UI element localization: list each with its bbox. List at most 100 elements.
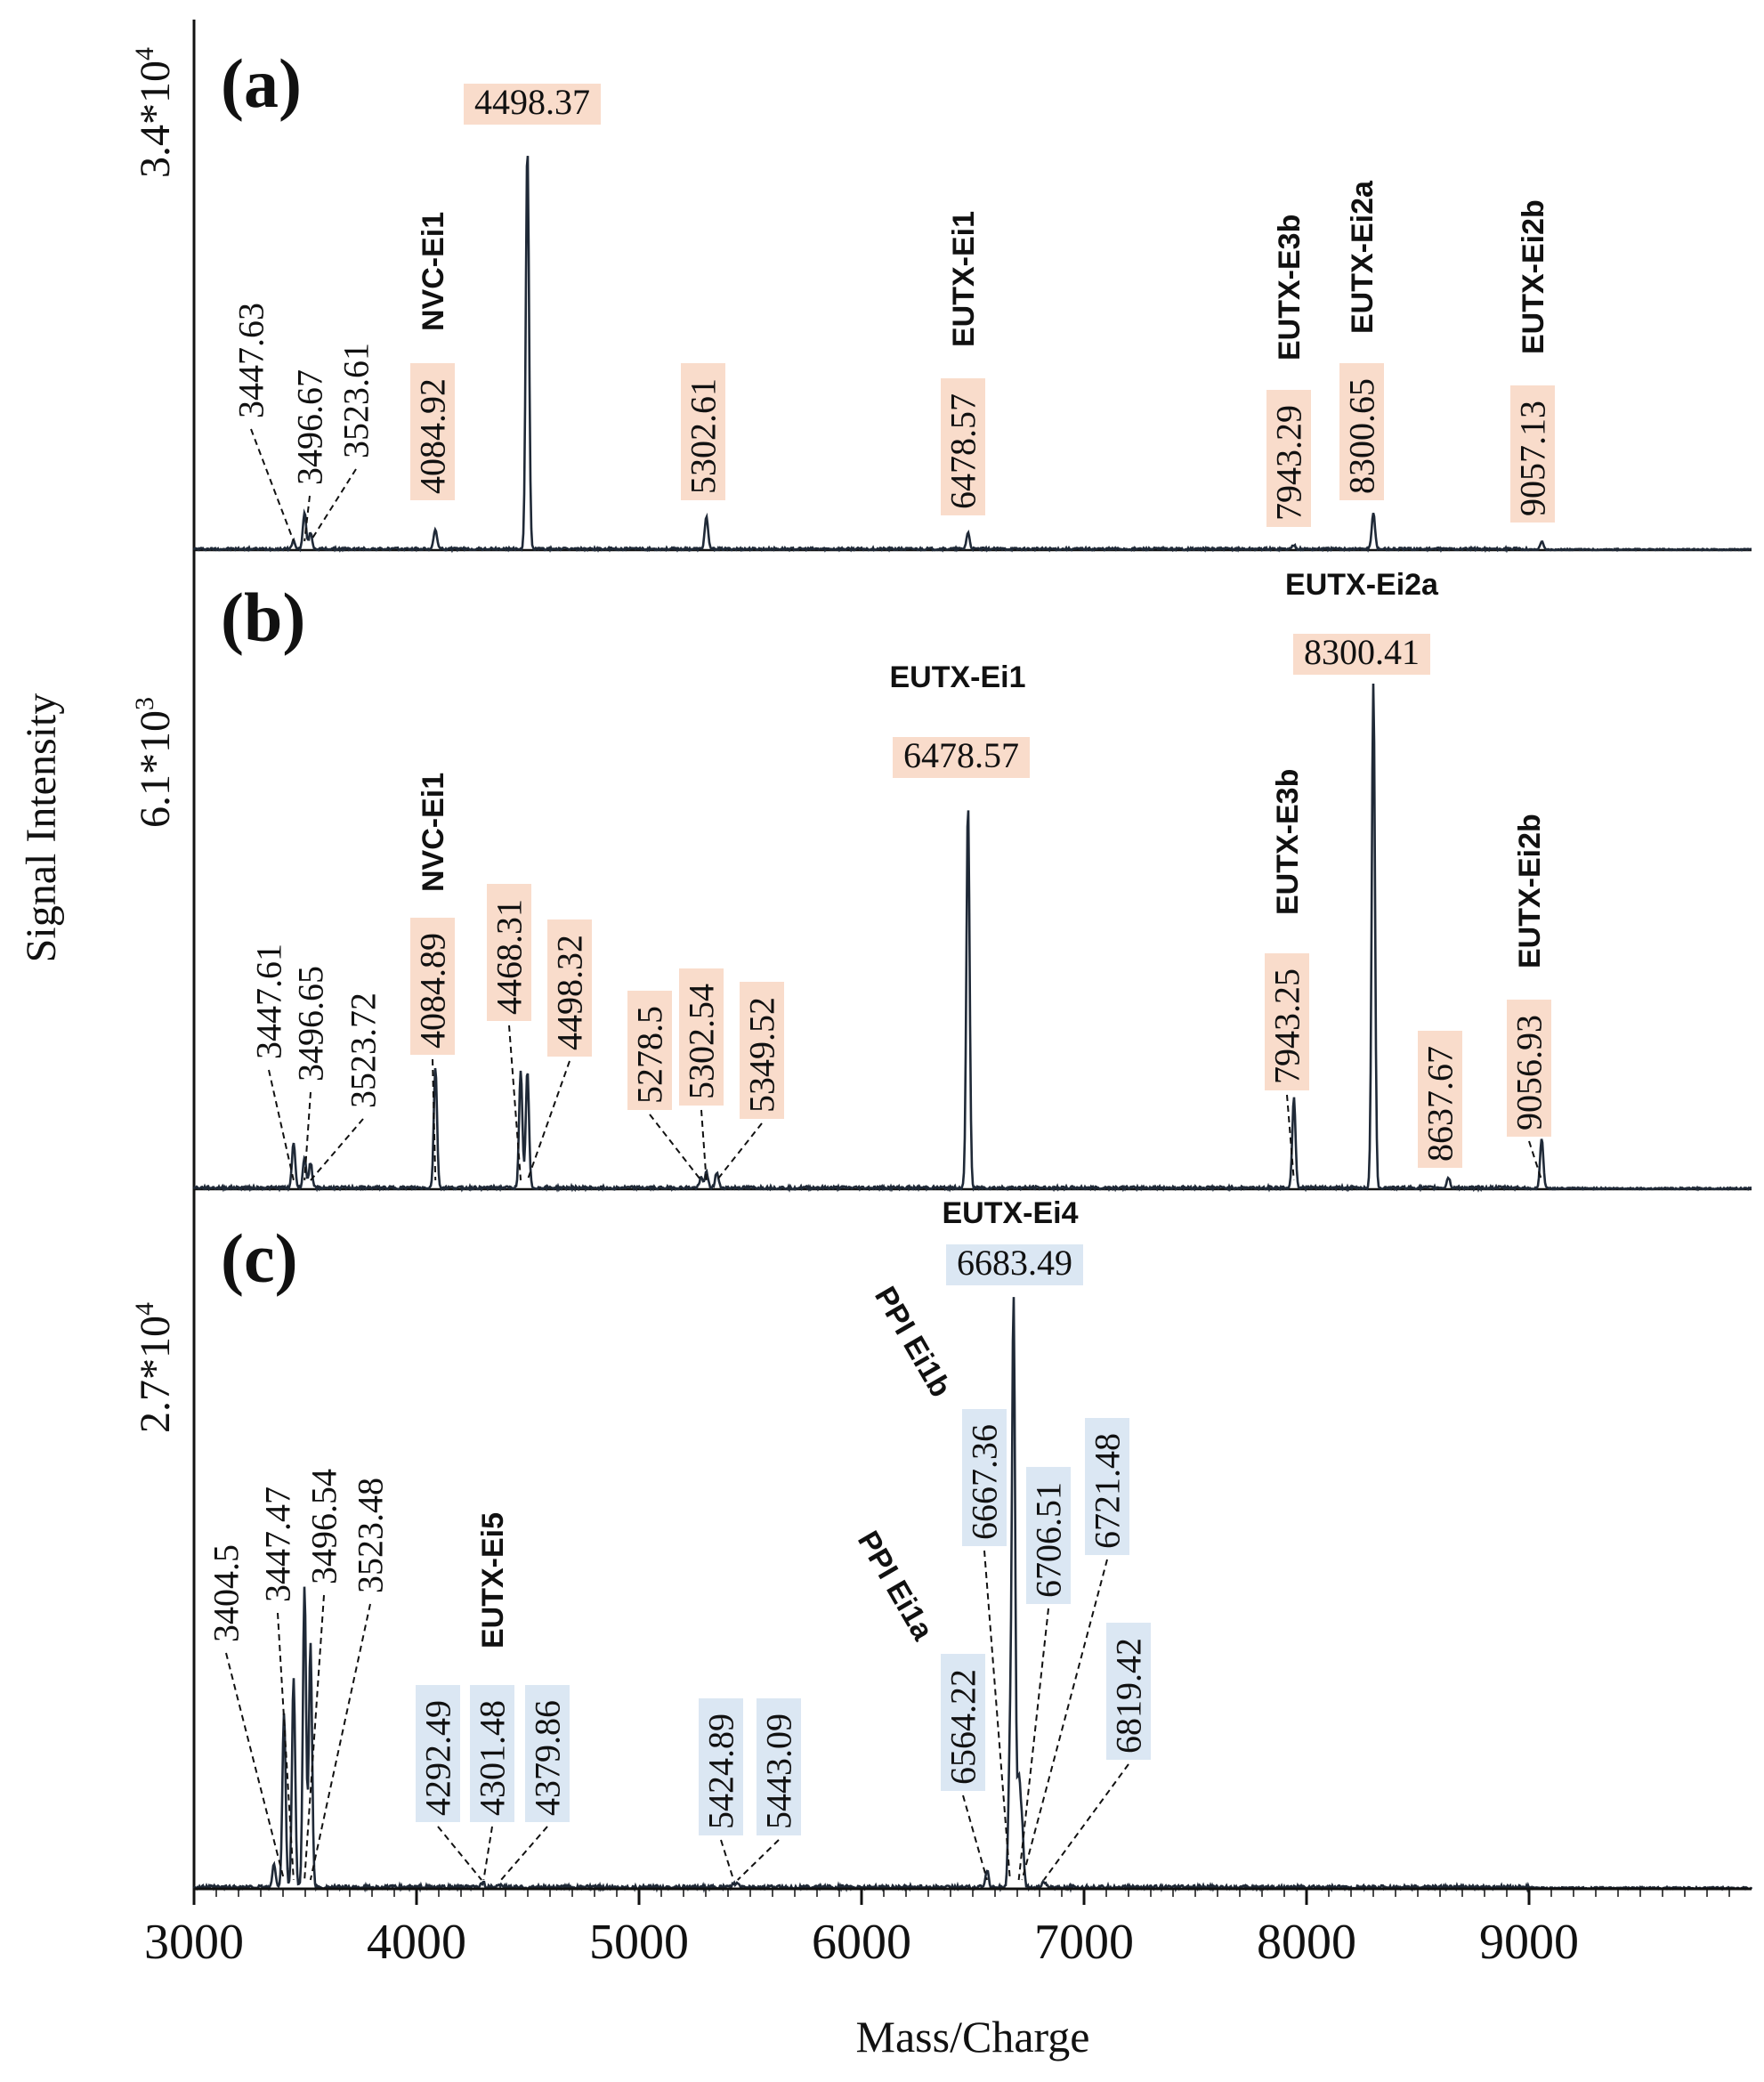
- highlight-box: [757, 1698, 801, 1835]
- highlight-box: [525, 1685, 570, 1822]
- peak-label: 6683.49: [957, 1243, 1072, 1283]
- highlight-box: [1026, 1467, 1071, 1604]
- max-intensity-exponent: 4: [130, 47, 159, 61]
- peak-label: 5443.09: [759, 1713, 799, 1829]
- peak-label: 4498.37: [474, 82, 590, 122]
- leader-line: [737, 1839, 780, 1881]
- highlight-box: [699, 1698, 743, 1835]
- max-intensity-label-b: 6.1*103: [130, 697, 179, 828]
- x-tick-label: 3000: [144, 1915, 244, 1970]
- compound-name: PPI Ei1b: [868, 1281, 958, 1403]
- highlight-box: [627, 991, 672, 1110]
- peak-label: 4292.49: [418, 1700, 458, 1816]
- highlight-box: [1510, 385, 1555, 523]
- peak-label: 3496.65: [291, 966, 331, 1082]
- highlight-box: [464, 84, 601, 125]
- peak-label: 4084.92: [413, 378, 453, 494]
- x-tick-label: 9000: [1479, 1915, 1579, 1970]
- highlight-box: [1106, 1623, 1151, 1760]
- peak-label: 3447.61: [249, 944, 289, 1059]
- peak-label: 9056.93: [1509, 1015, 1550, 1130]
- highlight-box: [941, 378, 985, 515]
- peak-label: 4379.86: [528, 1700, 568, 1816]
- highlight-box: [416, 1685, 460, 1822]
- peak-label: 6721.48: [1088, 1433, 1128, 1549]
- x-tick-label: 8000: [1257, 1915, 1356, 1970]
- peak-label: 4498.32: [550, 935, 590, 1050]
- highlight-box: [1085, 1418, 1129, 1555]
- compound-name: EUTX-Ei2b: [1513, 814, 1547, 968]
- leader-line: [962, 1794, 989, 1881]
- leader-line: [432, 1058, 437, 1181]
- peak-label: 6706.51: [1029, 1482, 1069, 1598]
- highlight-box: [487, 884, 531, 1021]
- leader-line: [310, 468, 357, 542]
- x-tick-label: 6000: [812, 1915, 911, 1970]
- peak-label: 3447.47: [258, 1487, 298, 1602]
- panel-label-a: (a): [221, 45, 302, 122]
- highlight-box: [946, 1244, 1083, 1285]
- peak-label: 7943.29: [1269, 405, 1309, 521]
- highlight-box: [681, 363, 725, 500]
- peak-label: 8300.65: [1342, 378, 1382, 494]
- highlight-box: [410, 918, 455, 1055]
- highlight-box: [1266, 390, 1311, 527]
- peak-label: 6564.22: [943, 1669, 983, 1785]
- highlight-box: [410, 363, 455, 500]
- compound-name: EUTX-Ei2a: [1285, 568, 1439, 602]
- peak-label: 6819.42: [1109, 1638, 1149, 1754]
- compound-name: EUTX-E3b: [1271, 769, 1305, 915]
- leader-line: [277, 1612, 295, 1881]
- compound-name: PPI Ei1a: [851, 1526, 941, 1647]
- highlight-box: [470, 1685, 514, 1822]
- max-intensity-exponent: 4: [130, 1302, 159, 1316]
- leader-line: [250, 428, 295, 542]
- spectrum-line-b: [192, 683, 1752, 1193]
- max-intensity-label-c: 2.7*104: [130, 1302, 179, 1433]
- peak-label: 5278.5: [630, 1006, 670, 1104]
- leader-line: [268, 1069, 295, 1181]
- x-tick-label: 7000: [1034, 1915, 1134, 1970]
- peak-label: 8637.67: [1420, 1046, 1461, 1162]
- peak-label: 5302.54: [682, 984, 722, 1099]
- peak-label: 5424.89: [701, 1713, 741, 1829]
- compound-name: EUTX-Ei5: [476, 1512, 510, 1649]
- leader-line: [500, 1826, 548, 1881]
- peak-label: 5349.52: [742, 997, 782, 1113]
- leader-line: [720, 1839, 735, 1881]
- panel-label-b: (b): [221, 579, 305, 656]
- leader-line: [309, 1603, 371, 1881]
- max-intensity-label-a: 3.4*104: [130, 47, 179, 178]
- peak-label: 3523.72: [344, 992, 384, 1108]
- leader-line: [1017, 1608, 1049, 1881]
- highlight-box: [679, 968, 724, 1106]
- peak-label: 3447.63: [231, 303, 271, 418]
- peak-label: 8300.41: [1304, 632, 1420, 672]
- peak-label: 4084.89: [413, 933, 453, 1049]
- leader-line: [649, 1114, 702, 1181]
- highlight-box: [547, 919, 592, 1057]
- highlight-box: [962, 1409, 1007, 1546]
- compound-name: EUTX-Ei2b: [1517, 199, 1550, 354]
- leader-line: [1528, 1140, 1543, 1181]
- leader-line: [508, 1025, 522, 1181]
- compound-name: EUTX-Ei4: [942, 1196, 1078, 1230]
- leader-line: [716, 1122, 763, 1181]
- highlight-box: [1507, 1000, 1551, 1137]
- panel-label-c: (c): [221, 1219, 298, 1297]
- leader-line: [303, 1091, 312, 1181]
- highlight-box: [1293, 634, 1430, 675]
- highlight-box: [1265, 953, 1309, 1090]
- compound-name: EUTX-Ei1: [889, 660, 1025, 694]
- leader-line: [526, 1060, 570, 1181]
- compound-name: NVC-Ei1: [417, 773, 450, 892]
- peak-label: 3523.61: [336, 343, 376, 458]
- peak-label: 4301.48: [473, 1700, 513, 1816]
- compound-name: EUTX-Ei2a: [1346, 180, 1380, 334]
- peak-label: 3404.5: [206, 1544, 247, 1642]
- leader-line: [437, 1826, 482, 1881]
- leader-line: [303, 495, 311, 542]
- leader-line: [983, 1550, 1011, 1881]
